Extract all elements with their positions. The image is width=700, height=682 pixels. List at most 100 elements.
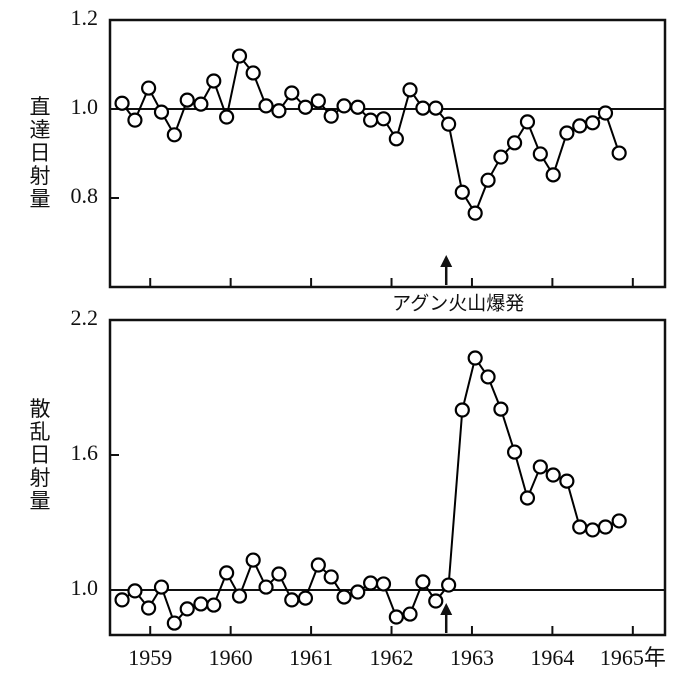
data-point: [114, 95, 130, 111]
data-point: [572, 519, 588, 535]
data-point: [388, 609, 404, 625]
data-line: [121, 53, 621, 216]
data-point: [480, 369, 496, 385]
data-point: [597, 105, 614, 121]
data-point: [428, 593, 444, 609]
data-point: [506, 135, 523, 151]
data-point: [415, 100, 431, 116]
y-axis-label: 直達日射量: [27, 96, 51, 211]
data-point: [114, 592, 130, 608]
event-label: アグン火山爆発: [392, 293, 524, 315]
data-point: [493, 149, 509, 165]
data-point: [532, 146, 548, 162]
data-point: [166, 127, 182, 143]
data-point: [363, 575, 379, 591]
data-point: [153, 104, 170, 120]
data-point: [141, 80, 157, 96]
y-tick-label: 1.2: [71, 5, 99, 30]
y-axis-label: 散乱日射量: [27, 398, 51, 513]
data-point: [297, 99, 314, 115]
y-tick-label: 1.0: [71, 94, 99, 119]
data-point: [467, 205, 483, 221]
data-point: [480, 172, 496, 188]
data-point: [611, 513, 627, 529]
data-point: [415, 574, 431, 590]
plot-frame: [108, 18, 667, 289]
data-point: [193, 596, 209, 612]
data-point: [127, 583, 143, 599]
data-point: [336, 98, 352, 114]
x-tick-label: 1961: [289, 645, 333, 670]
data-point: [141, 600, 157, 616]
data-point: [193, 96, 209, 112]
data-point: [284, 592, 300, 608]
x-tick-label: 1962: [370, 645, 414, 670]
data-point: [388, 131, 404, 147]
data-point: [519, 490, 536, 506]
data-point: [350, 584, 366, 600]
event-arrowhead: [440, 603, 453, 615]
data-point: [245, 552, 261, 568]
x-tick-label: 1959: [128, 645, 172, 670]
data-point: [611, 145, 627, 161]
data-point: [336, 589, 352, 605]
data-point: [219, 109, 235, 125]
data-point: [245, 65, 261, 81]
y-tick-label: 2.2: [71, 305, 99, 330]
data-point: [219, 565, 235, 581]
x-tick-label: 1960: [209, 645, 253, 670]
x-tick-label: 1964: [530, 645, 574, 670]
data-point: [519, 114, 536, 130]
data-point: [506, 444, 523, 460]
data-point: [206, 597, 222, 613]
data-point: [231, 588, 248, 604]
data-point: [284, 85, 300, 101]
data-point: [402, 82, 418, 98]
data-point: [310, 93, 326, 109]
data-point: [454, 184, 470, 200]
data-point: [166, 615, 182, 631]
data-point: [454, 402, 470, 418]
y-tick-label: 0.8: [71, 183, 99, 208]
data-point: [559, 473, 575, 489]
data-point: [545, 467, 561, 483]
data-point: [493, 401, 509, 417]
data-point: [572, 118, 588, 134]
data-point: [375, 576, 392, 592]
data-point: [545, 167, 561, 183]
y-tick-label: 1.6: [71, 440, 99, 465]
data-point: [467, 350, 483, 366]
x-tick-label: 1965年: [600, 645, 666, 670]
data-point: [258, 579, 274, 595]
data-point: [428, 100, 444, 116]
data-point: [375, 111, 392, 127]
data-point: [271, 103, 287, 119]
data-point: [363, 112, 379, 128]
data-point: [297, 590, 314, 606]
data-point: [597, 519, 614, 535]
x-tick-label: 1963: [450, 645, 494, 670]
data-point: [350, 99, 366, 115]
data-point: [532, 459, 548, 475]
data-point: [559, 125, 575, 141]
data-point: [179, 92, 195, 108]
data-point: [271, 566, 287, 582]
event-arrowhead: [440, 255, 453, 267]
data-point: [258, 98, 274, 114]
plot-frame: [108, 318, 667, 637]
data-point: [206, 73, 222, 89]
data-point: [231, 48, 248, 64]
data-point: [323, 569, 339, 585]
data-point: [441, 577, 457, 593]
data-point: [153, 579, 170, 595]
data-point: [310, 557, 326, 573]
data-point: [323, 108, 339, 124]
data-point: [127, 112, 143, 128]
data-point: [585, 115, 601, 131]
y-tick-label: 1.0: [71, 575, 99, 600]
data-point: [441, 116, 457, 132]
data-point: [179, 601, 195, 617]
data-point: [585, 522, 601, 538]
data-point: [402, 606, 418, 622]
